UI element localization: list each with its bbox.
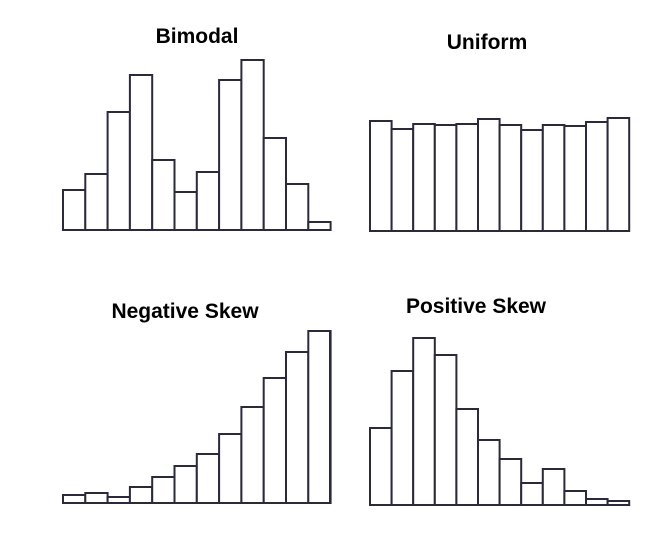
negative-skew-bar-11 [285,351,310,504]
positive-skew-bar-10 [563,490,588,506]
bimodal-bar-4 [128,74,154,231]
uniform-bar-2 [390,128,415,232]
chart-title-uniform: Uniform [447,31,528,54]
chart-title-bimodal: Bimodal [156,25,239,48]
negative-skew-bar-1 [62,494,87,504]
uniform-bar-10 [563,125,588,232]
uniform-bar-9 [541,124,566,232]
uniform-bar-4 [433,124,458,232]
uniform-bar-12 [606,117,631,232]
bimodal-histogram [62,59,332,231]
positive-skew-bar-6 [477,439,501,506]
uniform-bar-11 [585,121,609,232]
positive-skew-bar-1 [369,427,393,506]
positive-skew-bar-5 [455,408,479,506]
uniform-histogram [369,117,631,232]
positive-skew-bar-11 [585,498,609,506]
bimodal-bar-11 [285,183,310,231]
negative-skew-bar-9 [240,406,265,504]
positive-skew-bar-9 [541,468,566,506]
negative-skew-bar-4 [128,486,154,504]
positive-skew-bar-12 [606,500,631,506]
positive-skew-bar-4 [433,354,458,506]
negative-skew-bar-7 [195,453,221,504]
bimodal-bar-1 [62,189,87,231]
bimodal-bar-7 [195,171,221,231]
chart-title-positive-skew: Positive Skew [406,295,547,318]
positive-skew-histogram [369,337,631,506]
negative-skew-histogram [62,330,332,504]
bimodal-bar-2 [84,173,109,231]
chart-title-negative-skew: Negative Skew [111,300,259,323]
positive-skew-bar-2 [390,370,415,506]
uniform-bar-1 [369,120,393,232]
bimodal-bar-12 [307,221,332,231]
bimodal-bar-3 [106,111,131,231]
bimodal-bar-9 [240,59,265,231]
negative-skew-bar-8 [218,433,243,504]
uniform-bar-7 [498,124,523,232]
negative-skew-bar-3 [106,496,131,504]
positive-skew-bar-8 [520,482,544,506]
uniform-bar-5 [455,123,479,232]
uniform-bar-8 [520,129,544,232]
uniform-bar-6 [477,118,501,232]
positive-skew-bar-7 [498,458,523,506]
bimodal-bar-8 [218,79,243,231]
negative-skew-bar-6 [173,465,198,504]
bimodal-bar-6 [173,191,198,231]
negative-skew-bar-12 [307,330,332,504]
bimodal-bar-5 [151,159,176,231]
bimodal-bar-10 [262,137,288,231]
positive-skew-bar-3 [412,337,436,506]
negative-skew-bar-2 [84,492,109,504]
negative-skew-bar-10 [262,377,288,504]
negative-skew-bar-5 [151,476,176,504]
uniform-bar-3 [412,123,436,232]
